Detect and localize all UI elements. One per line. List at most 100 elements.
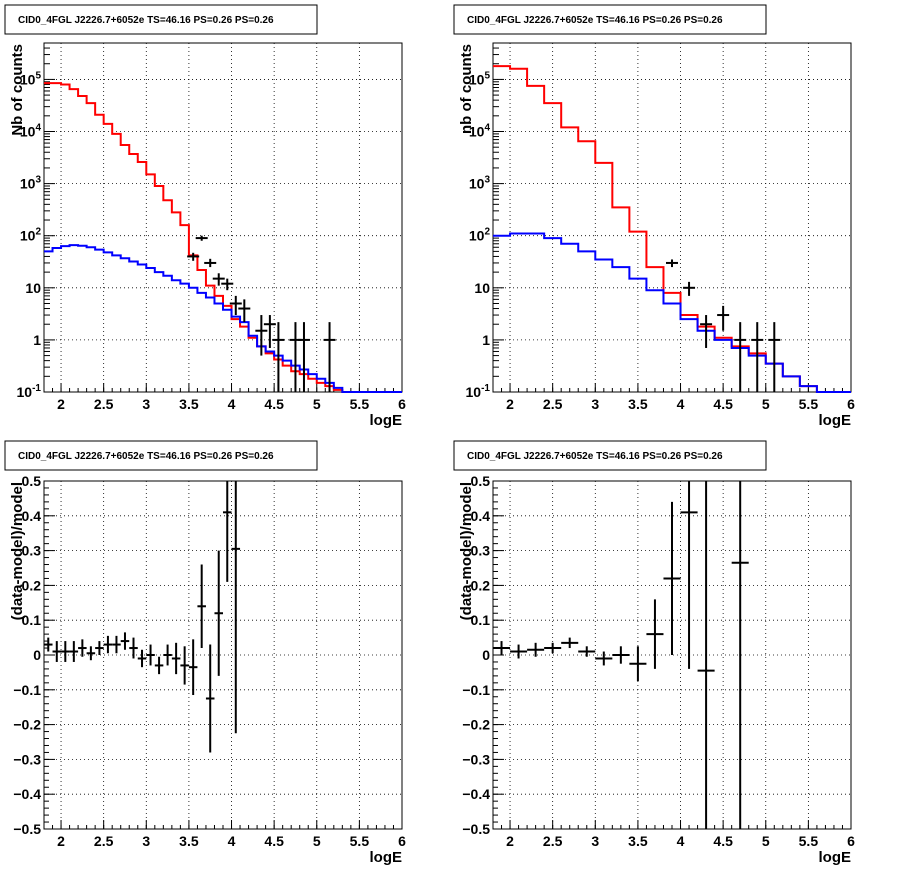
y-tick-label: 0 xyxy=(33,647,41,663)
y-tick-label: 0.3 xyxy=(22,543,42,559)
panel-title: CID0_4FGL J2226.7+6052e TS=46.16 PS=0.26… xyxy=(467,15,723,26)
residual-point xyxy=(646,599,664,669)
panel-top-right: CID0_4FGL J2226.7+6052e TS=46.16 PS=0.26… xyxy=(453,4,852,429)
x-tick-label: 5.5 xyxy=(799,396,819,412)
x-tick-label: 2 xyxy=(506,833,514,849)
plot-frame xyxy=(492,42,852,393)
data-point xyxy=(297,322,310,392)
residual-point xyxy=(731,481,749,829)
panel-top-left: CID0_4FGL J2226.7+6052e TS=46.16 PS=0.26… xyxy=(4,4,403,429)
plot-area: 2 2.5 3 3.5 4 4.5 5 5.5 6 −0.5 −0.4 −0.3 −0.2 −0.1 0 0.… xyxy=(13,473,406,849)
residual-point xyxy=(52,641,62,662)
y-axis-label: Nb of counts xyxy=(9,44,26,136)
residual-point xyxy=(163,644,172,666)
residual-point xyxy=(180,646,189,685)
y-tick-label: 103 xyxy=(20,175,42,192)
x-tick-label: 2.5 xyxy=(543,396,563,412)
y-tick-label: 1 xyxy=(482,332,490,348)
y-tick-label: 10 xyxy=(25,280,41,296)
data-point xyxy=(734,322,747,392)
x-tick-label: 5 xyxy=(762,396,770,412)
x-tick-label: 4.5 xyxy=(713,396,733,412)
title-box xyxy=(4,4,318,35)
x-axis-label: logE xyxy=(819,412,852,429)
x-tick-label: 5.5 xyxy=(799,833,819,849)
data-point xyxy=(263,315,276,348)
x-tick-label: 3 xyxy=(591,833,599,849)
y-tick-label: −0.5 xyxy=(13,821,41,837)
residual-point xyxy=(154,656,164,675)
y-tick-label: −0.1 xyxy=(462,682,490,698)
y-axis-label: nb of counts xyxy=(458,44,475,134)
x-tick-label: 6 xyxy=(398,833,406,849)
residual-point xyxy=(629,646,647,682)
residual-point xyxy=(214,550,223,676)
x-tick-label: 4.5 xyxy=(713,833,733,849)
data-point xyxy=(717,305,730,331)
y-tick-label: 0.1 xyxy=(22,612,42,628)
x-tick-label: 4 xyxy=(228,833,236,849)
series-line xyxy=(493,232,851,393)
residual-point xyxy=(61,641,70,662)
plot-area: 2 2.5 3 3.5 4 4.5 5 5.5 6 −0.5 −0.4 −0.3 −0.2 −0.1 0 0.… xyxy=(462,473,855,849)
y-tick-label: 10-1 xyxy=(17,383,42,400)
y-tick-label: 10 xyxy=(474,280,490,296)
data-point xyxy=(255,315,268,356)
x-axis-label: logE xyxy=(370,412,403,429)
data-point xyxy=(221,278,234,291)
data-point xyxy=(238,299,251,323)
panel-bottom-left: CID0_4FGL J2226.7+6052e TS=46.16 PS=0.26… xyxy=(4,440,403,866)
y-tick-label: 1 xyxy=(33,332,41,348)
x-tick-label: 3.5 xyxy=(628,396,648,412)
series-line xyxy=(44,244,402,393)
x-tick-label: 5 xyxy=(762,833,770,849)
y-tick-label: −0.3 xyxy=(13,751,41,767)
x-tick-label: 3.5 xyxy=(179,396,199,412)
x-tick-label: 5 xyxy=(313,396,321,412)
residual-point xyxy=(137,649,147,668)
data-point xyxy=(666,259,678,268)
data-point xyxy=(700,315,713,348)
residual-point xyxy=(697,481,715,829)
x-tick-label: 3.5 xyxy=(628,833,648,849)
residual-point xyxy=(197,564,206,649)
x-tick-label: 3 xyxy=(142,396,150,412)
y-tick-label: 0.5 xyxy=(22,473,42,489)
residual-point xyxy=(78,639,87,657)
x-tick-label: 6 xyxy=(847,833,855,849)
y-tick-label: −0.4 xyxy=(13,786,41,802)
plot-area: 2 2.5 3 3.5 4 4.5 5 5.5 6 10-1 1 10 102 103 104 105 xyxy=(466,42,855,412)
title-box xyxy=(453,440,767,471)
panel-title: CID0_4FGL J2226.7+6052e TS=46.16 PS=0.26… xyxy=(18,451,274,462)
residual-point xyxy=(112,635,121,654)
x-tick-label: 5.5 xyxy=(350,833,370,849)
panel-title: CID0_4FGL J2226.7+6052e TS=46.16 PS=0.26… xyxy=(467,451,723,462)
y-tick-label: 0.1 xyxy=(471,612,491,628)
x-axis-label: logE xyxy=(370,849,403,866)
data-point xyxy=(212,273,225,286)
x-tick-label: 3 xyxy=(142,833,150,849)
y-tick-label: −0.3 xyxy=(462,751,490,767)
y-tick-label: 10-1 xyxy=(466,383,491,400)
y-tick-label: 102 xyxy=(20,227,42,244)
series-line xyxy=(44,82,402,393)
residual-point xyxy=(120,632,130,650)
y-tick-label: 0.2 xyxy=(471,577,491,593)
data-point xyxy=(272,322,285,392)
x-tick-label: 2 xyxy=(57,833,65,849)
data-point xyxy=(229,295,242,316)
data-point xyxy=(204,258,217,268)
y-tick-label: 0.4 xyxy=(471,508,491,524)
y-tick-label: 0.4 xyxy=(22,508,42,524)
residual-point xyxy=(663,501,681,655)
data-point xyxy=(751,322,764,392)
x-tick-label: 2.5 xyxy=(94,396,114,412)
y-axis-label: (data-model)/model xyxy=(458,482,475,620)
y-tick-label: 0.2 xyxy=(22,577,42,593)
data-point xyxy=(323,322,336,392)
residual-point xyxy=(527,642,545,657)
y-tick-label: 102 xyxy=(469,227,491,244)
x-tick-label: 2 xyxy=(506,396,514,412)
y-tick-label: −0.2 xyxy=(13,717,41,733)
